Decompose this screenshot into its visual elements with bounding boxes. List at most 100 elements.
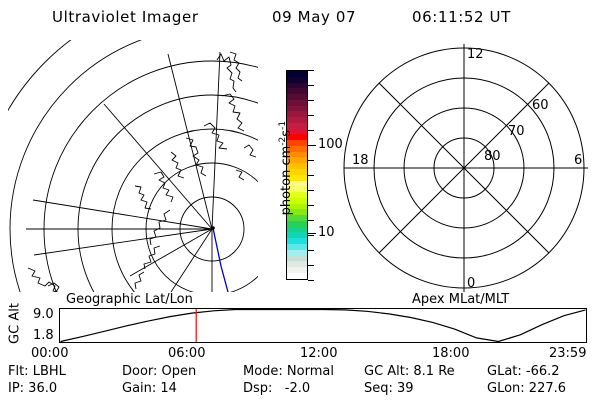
mlt-dial-panel[interactable]: 12 6 0 18 60 70 80 (336, 40, 592, 292)
colorbar-segment-12 (287, 140, 307, 146)
status-flt: Flt: LBHL (8, 364, 66, 379)
colorbar-segment-33 (287, 261, 307, 268)
colorbar-segment-23 (287, 203, 307, 210)
geographic-map-svg (8, 40, 258, 292)
mlt-labels: 12 6 0 18 60 70 80 (352, 47, 582, 291)
status-dsp: Dsp: -2.0 (243, 381, 311, 396)
orbit-ground-track (212, 227, 229, 292)
colorbar-segment-11 (287, 134, 307, 141)
status-gain: Gain: 14 (122, 381, 177, 396)
colorbar-minor-tick-4 (308, 130, 314, 131)
unit-text: photon cm (279, 145, 295, 216)
colorbar-minor-tick-1 (308, 85, 314, 86)
colorbar-segment-3 (287, 88, 307, 95)
orbit-plot-area[interactable] (59, 308, 587, 343)
unit-seconds: s (279, 129, 295, 137)
mlt-label-0: 0 (467, 276, 475, 291)
xtick-2: 12:00 (300, 346, 338, 361)
observation-time: 06:11:52 UT (412, 8, 511, 26)
mlt-label-6: 6 (574, 153, 582, 168)
mlt-spokes (344, 44, 588, 292)
unit-exponent-1: -2 (277, 136, 288, 146)
colorbar-minor-tick-10 (308, 220, 314, 221)
status-glat: GLat: -66.2 (487, 364, 560, 379)
colorbar-segment-35 (287, 272, 307, 279)
colorbar-minor-tick-11 (308, 235, 314, 236)
instrument-title: Ultraviolet Imager (52, 8, 199, 26)
unit-exponent-2: -1 (277, 120, 288, 130)
xtick-3: 18:00 (432, 346, 470, 361)
colorbar-segment-2 (287, 82, 307, 89)
colorbar-segment-27 (287, 226, 307, 233)
colorbar-segment-32 (287, 255, 307, 262)
status-seq: Seq: 39 (364, 381, 414, 396)
colorbar-segment-29 (287, 238, 307, 244)
colorbar-minor-tick-8 (308, 190, 314, 191)
colorbar-segment-34 (287, 267, 307, 273)
colorbar-segment-18 (287, 174, 307, 181)
colorbar-panel[interactable]: photon cm-2s-1 100 10 (262, 60, 354, 295)
status-ip: IP: 36.0 (8, 381, 58, 396)
colorbar-segment-17 (287, 169, 307, 175)
lat-label-60: 60 (532, 98, 549, 113)
colorbar-minor-tick-9 (308, 205, 314, 206)
colorbar-minor-tick-7 (308, 175, 314, 176)
status-glon: GLon: 227.6 (487, 381, 567, 396)
orbit-y-max-label: 9.0 (33, 307, 54, 322)
colorbar-segment-1 (287, 76, 307, 83)
status-mode: Mode: Normal (243, 364, 334, 379)
status-block: Flt: LBHL Door: Open Mode: Normal GC Alt: 8… (0, 364, 600, 400)
status-door: Door: Open (122, 364, 197, 379)
colorbar-segment-24 (287, 209, 307, 216)
orbit-frame (59, 308, 587, 343)
colorbar-segment-13 (287, 145, 307, 152)
colorbar-unit-label: photon cm-2s-1 (278, 88, 294, 248)
orbit-altitude-panel[interactable]: Geographic Lat/Lon Apex MLat/MLT GC Alt … (0, 292, 600, 361)
right-panel-caption: Apex MLat/MLT (412, 292, 510, 307)
colorbar-minor-tick-3 (308, 115, 314, 116)
map-meridians (26, 51, 221, 292)
xtick-4: 23:59 (549, 346, 587, 361)
colorbar-segment-28 (287, 232, 307, 239)
colorbar-minor-tick-6 (308, 160, 314, 161)
colorbar-segment-7 (287, 111, 307, 118)
pole-marker (211, 226, 215, 230)
colorbar-segment-6 (287, 105, 307, 112)
colorbar-segment-21 (287, 192, 307, 198)
colorbar-segment-30 (287, 243, 307, 250)
observation-date: 09 May 07 (272, 8, 357, 26)
colorbar-segment-4 (287, 94, 307, 100)
colorbar-major-tick-1 (308, 232, 316, 234)
mlt-label-12: 12 (467, 47, 484, 62)
geographic-map-panel[interactable] (8, 40, 258, 292)
lat-label-80: 80 (484, 149, 501, 164)
colorbar-axis-line (307, 70, 308, 280)
lat-label-70: 70 (508, 124, 525, 139)
colorbar-segment-16 (287, 163, 307, 170)
map-graticule (8, 40, 258, 292)
colorbar-tick-label-10: 10 (318, 224, 335, 240)
map-coastlines (27, 51, 257, 292)
left-panel-caption: Geographic Lat/Lon (66, 292, 193, 307)
xtick-1: 06:00 (168, 346, 206, 361)
colorbar-segment-8 (287, 117, 307, 123)
colorbar-segment-26 (287, 220, 307, 227)
colorbar-minor-tick-13 (308, 265, 314, 266)
colorbar-tick-label-100: 100 (318, 136, 343, 152)
colorbar-segment-19 (287, 180, 307, 187)
colorbar-minor-tick-12 (308, 250, 314, 251)
colorbar-segment-25 (287, 215, 307, 221)
orbit-y-axis-label: GC Alt (7, 303, 23, 344)
colorbar-segment-14 (287, 151, 307, 158)
colorbar-segment-5 (287, 99, 307, 106)
orbit-altitude-trace (60, 308, 586, 343)
colorbar-segment-0 (287, 71, 307, 77)
colorbar-segment-31 (287, 249, 307, 256)
colorbar-minor-tick-2 (308, 100, 314, 101)
colorbar-minor-tick-14 (308, 280, 314, 281)
colorbar-segment-22 (287, 197, 307, 204)
status-gcalt: GC Alt: 8.1 Re (364, 364, 455, 379)
colorbar-segment-15 (287, 157, 307, 164)
colorbar-major-tick-0 (308, 144, 316, 146)
